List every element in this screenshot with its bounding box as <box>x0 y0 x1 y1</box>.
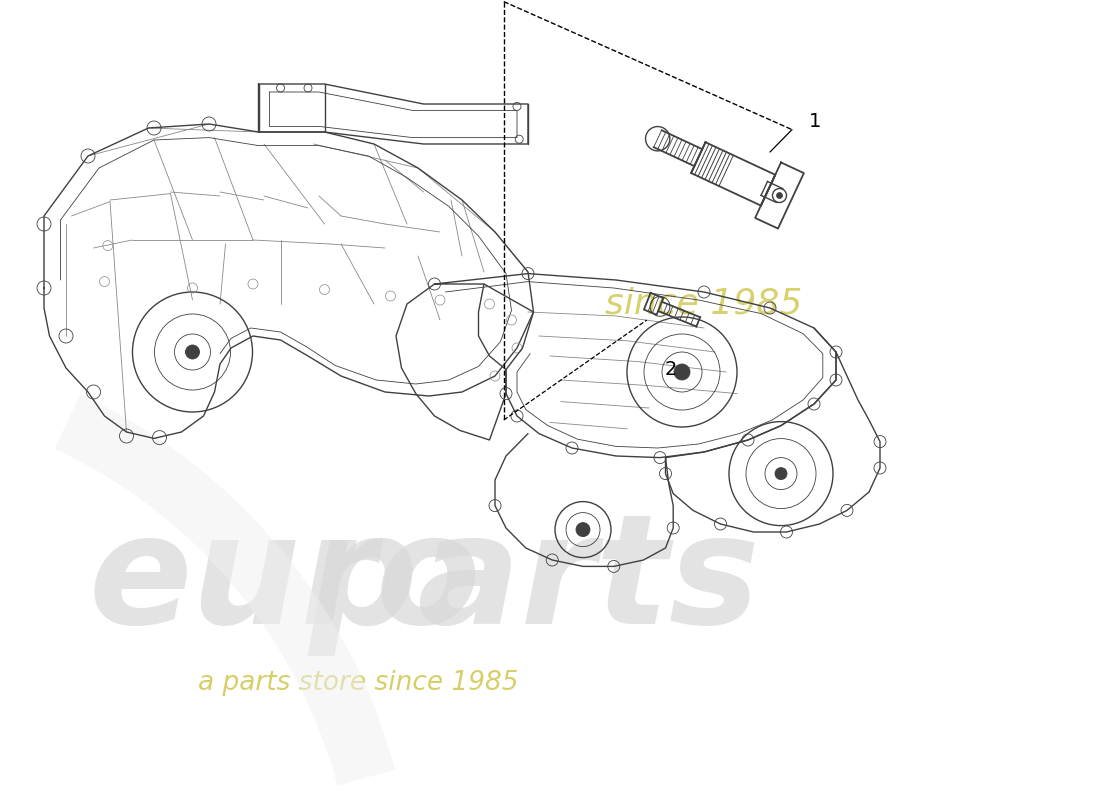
Circle shape <box>776 467 786 480</box>
Text: 2: 2 <box>664 360 676 379</box>
Text: a parts store since 1985: a parts store since 1985 <box>198 670 518 696</box>
Circle shape <box>186 345 199 359</box>
Circle shape <box>674 364 690 380</box>
Text: parts: parts <box>308 507 760 656</box>
Text: since 1985: since 1985 <box>605 286 802 320</box>
Circle shape <box>576 522 590 537</box>
Polygon shape <box>55 394 395 786</box>
Text: 1: 1 <box>808 112 821 131</box>
Circle shape <box>777 193 782 198</box>
Text: euro: euro <box>88 507 481 656</box>
